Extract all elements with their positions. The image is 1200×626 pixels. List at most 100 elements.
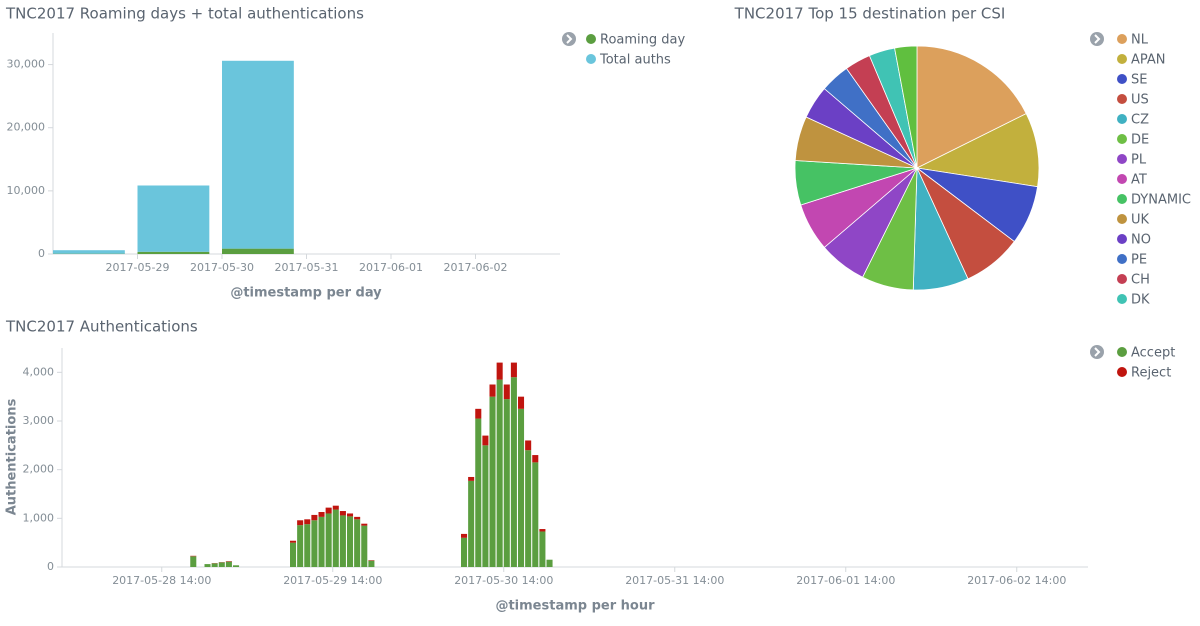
x-tick-label: 2017-05-31 14:00 xyxy=(625,574,724,587)
bar-segment xyxy=(325,507,332,514)
legend-label: PE xyxy=(1131,253,1147,268)
legend-marker xyxy=(1117,367,1127,377)
legend-marker xyxy=(1117,134,1127,144)
y-tick-label: 10,000 xyxy=(7,184,46,197)
bar-segment xyxy=(496,379,503,567)
y-tick-label: 0 xyxy=(38,247,45,260)
bar-segment xyxy=(297,525,304,567)
y-tick-label: 4,000 xyxy=(23,365,55,378)
bar-segment xyxy=(546,559,553,567)
bar-segment xyxy=(318,516,325,567)
legend-label: DE xyxy=(1131,133,1149,148)
bar-segment xyxy=(304,519,311,525)
legend-marker xyxy=(1117,234,1127,244)
y-tick-label: 2,000 xyxy=(23,463,55,476)
y-tick-label: 3,000 xyxy=(23,414,55,427)
bar-segment xyxy=(489,384,496,397)
bar-segment xyxy=(332,505,339,510)
x-tick-label: 2017-05-30 14:00 xyxy=(454,574,553,587)
bar-segment xyxy=(468,476,475,481)
x-tick-label: 2017-05-31 xyxy=(275,261,339,274)
bar-segment xyxy=(211,563,218,567)
bar-segment xyxy=(218,562,225,567)
legend-toggle[interactable] xyxy=(562,32,576,46)
bar-segment xyxy=(510,377,517,567)
legend-label: Accept xyxy=(1131,346,1175,361)
bar-segment xyxy=(518,396,525,409)
bar-segment xyxy=(361,525,368,567)
legend-marker xyxy=(1117,194,1127,204)
y-tick-label: 1,000 xyxy=(23,511,55,524)
chart-title: TNC2017 Top 15 destination per CSI xyxy=(734,5,1006,23)
legend-label: DK xyxy=(1131,293,1150,308)
legend-label: Total auths xyxy=(599,53,671,68)
bar-segment xyxy=(461,537,468,567)
bar-segment xyxy=(53,250,125,254)
x-tick-label: 2017-06-02 14:00 xyxy=(967,574,1066,587)
bar-segment xyxy=(368,560,375,567)
bar-segment xyxy=(137,185,210,252)
bar-segment xyxy=(525,450,532,567)
legend-marker xyxy=(1117,94,1127,104)
bar-segment xyxy=(532,462,539,567)
bar-segment xyxy=(318,512,325,517)
bar-segment xyxy=(539,531,546,567)
bar-segment xyxy=(297,520,304,526)
x-tick-label: 2017-05-29 14:00 xyxy=(283,574,382,587)
bar-segment xyxy=(290,542,297,567)
bar-segment xyxy=(190,556,197,567)
bar-segment xyxy=(222,248,294,254)
bar-segment xyxy=(503,399,510,567)
bar-segment xyxy=(532,455,539,463)
bar-segment xyxy=(503,384,510,400)
y-axis-title: Authentications xyxy=(5,398,20,515)
chart-title: TNC2017 Authentications xyxy=(5,318,198,336)
pie-slice xyxy=(916,45,1027,169)
bar-segment xyxy=(475,418,482,567)
legend-toggle[interactable] xyxy=(1090,345,1104,359)
bar-segment xyxy=(361,523,368,526)
y-tick-label: 0 xyxy=(47,560,54,573)
legend-marker xyxy=(1117,174,1127,184)
bar-segment xyxy=(354,516,361,520)
legend-label: PL xyxy=(1131,153,1147,168)
legend-marker xyxy=(1117,154,1127,164)
legend-toggle[interactable] xyxy=(1090,32,1104,46)
legend-marker xyxy=(1117,74,1127,84)
pie-slice xyxy=(894,45,918,169)
bar-segment xyxy=(468,480,475,567)
x-tick-label: 2017-05-29 xyxy=(106,261,170,274)
legend-marker xyxy=(1117,34,1127,44)
bar-segment xyxy=(332,509,339,567)
legend-label: DYNAMIC xyxy=(1131,193,1191,208)
legend-label: NO xyxy=(1131,233,1151,248)
bar-segment xyxy=(339,511,346,516)
legend-marker xyxy=(586,34,596,44)
legend-marker xyxy=(1117,274,1127,284)
legend-label: Reject xyxy=(1131,366,1171,381)
bar-segment xyxy=(518,408,525,567)
bar-segment xyxy=(339,515,346,567)
legend-label: Roaming day xyxy=(600,33,685,48)
x-tick-label: 2017-06-02 xyxy=(444,261,508,274)
y-tick-label: 30,000 xyxy=(7,58,46,71)
bar-segment xyxy=(496,362,503,380)
legend-label: APAN xyxy=(1131,53,1166,68)
bar-segment xyxy=(233,565,240,567)
bar-segment xyxy=(482,435,489,446)
bar-segment xyxy=(347,513,354,517)
x-tick-label: 2017-06-01 14:00 xyxy=(796,574,895,587)
bar-segment xyxy=(482,445,489,567)
x-tick-label: 2017-05-28 14:00 xyxy=(112,574,211,587)
x-tick-label: 2017-06-01 xyxy=(359,261,423,274)
bar-segment xyxy=(204,564,211,567)
legend-label: US xyxy=(1131,93,1149,108)
legend-marker xyxy=(1117,254,1127,264)
bar-segment xyxy=(539,529,546,532)
legend-label: AT xyxy=(1131,173,1147,188)
bar-segment xyxy=(137,251,210,254)
legend-label: CH xyxy=(1131,273,1150,288)
bar-segment xyxy=(311,514,318,521)
x-tick-label: 2017-05-30 xyxy=(190,261,254,274)
x-axis-title: @timestamp per day xyxy=(230,286,382,301)
